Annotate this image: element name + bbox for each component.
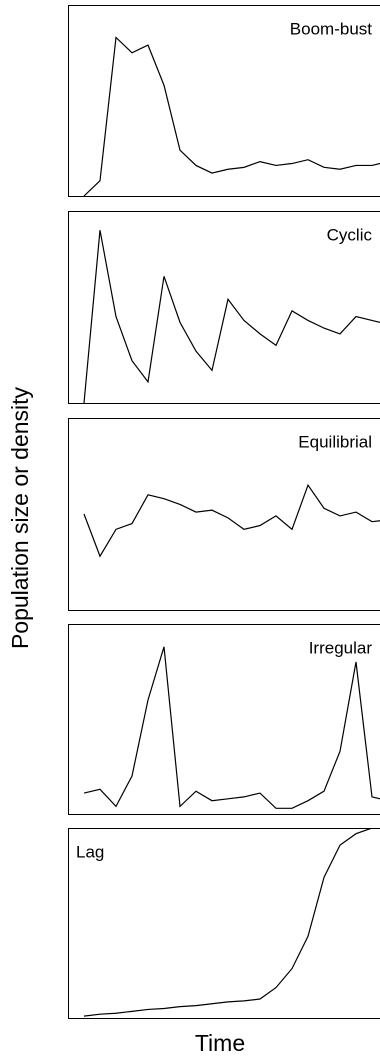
x-axis-label: Time (195, 1030, 245, 1056)
data-line (83, 828, 380, 1017)
panel-title: Cyclic (327, 225, 373, 244)
panel: Irregular (68, 624, 380, 815)
y-axis-label: Population size or density (7, 386, 33, 649)
panel: Lag (68, 828, 380, 1019)
panel: Cyclic (68, 211, 380, 404)
panel: Equilibrial (68, 418, 380, 611)
data-line (83, 230, 380, 403)
data-line (83, 483, 380, 558)
panel: Boom-bust (68, 5, 380, 197)
data-line (83, 36, 380, 196)
panel-title: Irregular (309, 638, 373, 657)
panel-title: Boom-bust (290, 19, 372, 38)
panel-title: Equilibrial (298, 432, 372, 451)
panel-frame (68, 624, 380, 815)
panel-frame (68, 418, 380, 611)
panel-frame (68, 5, 380, 197)
panel-frame (68, 828, 380, 1019)
panel-title: Lag (76, 842, 104, 861)
data-line (83, 646, 380, 809)
panel-frame (68, 211, 380, 404)
